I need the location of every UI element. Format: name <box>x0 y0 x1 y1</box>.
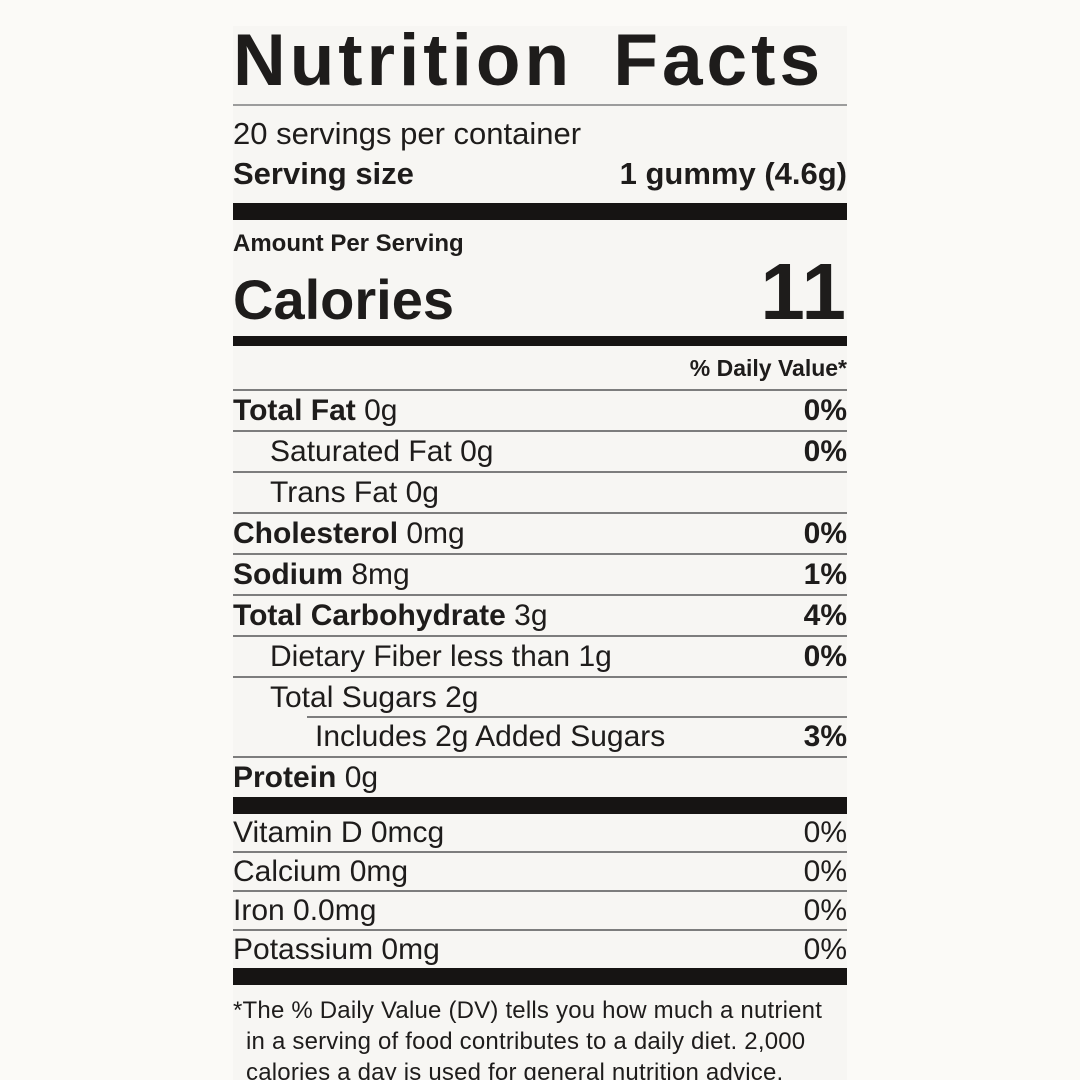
micronutrient-dv: 0% <box>803 855 847 889</box>
nutrient-rest-text: 0g <box>336 761 379 795</box>
serving-size-label: Serving size <box>233 156 414 192</box>
title-divider <box>233 104 847 107</box>
micronutrient-name: Vitamin D 0mcg <box>233 816 445 850</box>
nutrient-row-total-fat: Total Fat 0g 0% <box>233 391 847 430</box>
nutrient-row-trans-fat: Trans Fat 0g <box>233 471 847 512</box>
micronutrient-row-iron: Iron 0.0mg 0% <box>233 890 847 929</box>
nutrition-facts-label: Nutrition Facts 20 servings per containe… <box>233 20 847 1080</box>
micronutrient-dv: 0% <box>803 933 847 967</box>
medium-divider-calories <box>233 336 847 347</box>
nutrient-name: Total Fat 0g <box>233 394 398 427</box>
nutrient-name: Saturated Fat 0g <box>233 435 493 468</box>
calories-label: Calories <box>233 268 454 332</box>
nutrient-rest-text: 3g <box>505 599 548 633</box>
nutrient-rest-text: Total Sugars 2g <box>270 681 479 715</box>
nutrient-dv: 4% <box>803 599 847 633</box>
nutrient-rows: Total Fat 0g 0% Saturated Fat 0g 0% Tran… <box>233 391 847 797</box>
daily-value-footnote: *The % Daily Value (DV) tells you how mu… <box>233 997 823 1080</box>
micronutrient-rows: Vitamin D 0mcg 0% Calcium 0mg 0% Iron 0.… <box>233 814 847 968</box>
nutrient-row-added-sugars: Includes 2g Added Sugars 3% <box>233 716 847 756</box>
nutrient-name: Dietary Fiber less than 1g <box>233 640 612 673</box>
nutrient-rest-text: Trans Fat 0g <box>270 476 439 510</box>
daily-value-header: % Daily Value* <box>233 346 847 392</box>
nutrient-dv: 0% <box>803 435 847 469</box>
serving-size-value: 1 gummy (4.6g) <box>619 156 847 192</box>
thick-divider-top <box>233 203 847 221</box>
nutrient-row-total-sugars: Total Sugars 2g <box>233 676 847 717</box>
servings-per-container: 20 servings per container <box>233 116 582 152</box>
calories-value: 11 <box>760 247 847 337</box>
nutrient-row-protein: Protein 0g <box>233 756 847 797</box>
thick-divider-bottom <box>233 968 847 986</box>
nutrient-rest-text: 0mg <box>398 517 465 551</box>
nutrient-dv: 0% <box>803 517 847 551</box>
nutrient-dv: 0% <box>803 640 847 674</box>
micronutrient-name: Potassium 0mg <box>233 933 440 967</box>
thick-divider-protein <box>233 797 847 815</box>
nutrient-rest-text: Includes 2g Added Sugars <box>315 720 666 754</box>
nutrient-rest-text: 8mg <box>343 558 410 592</box>
nutrient-row-saturated-fat: Saturated Fat 0g 0% <box>233 430 847 471</box>
serving-size-row: Serving size 1 gummy (4.6g) <box>233 154 847 203</box>
nutrient-bold-text: Sodium <box>233 558 343 592</box>
nutrient-name: Total Sugars 2g <box>233 681 478 714</box>
micronutrient-name: Iron 0.0mg <box>233 894 377 928</box>
nutrient-row-sodium: Sodium 8mg 1% <box>233 553 847 594</box>
micronutrient-dv: 0% <box>803 816 847 850</box>
nutrient-name: Trans Fat 0g <box>233 476 439 509</box>
label-title: Nutrition Facts <box>233 20 825 101</box>
nutrient-name: Sodium 8mg <box>233 558 410 591</box>
micronutrient-dv: 0% <box>803 894 847 928</box>
micronutrient-row-vitamin-d: Vitamin D 0mcg 0% <box>233 814 847 851</box>
nutrient-bold-text: Cholesterol <box>233 517 399 551</box>
calories-row: Calories 11 <box>233 247 847 337</box>
nutrient-name: Cholesterol 0mg <box>233 517 465 550</box>
nutrient-row-total-carbohydrate: Total Carbohydrate 3g 4% <box>233 594 847 635</box>
micronutrient-row-calcium: Calcium 0mg 0% <box>233 851 847 890</box>
nutrient-name: Includes 2g Added Sugars <box>233 720 665 753</box>
nutrient-row-dietary-fiber: Dietary Fiber less than 1g 0% <box>233 635 847 676</box>
nutrient-dv: 0% <box>803 394 847 428</box>
micronutrient-name: Calcium 0mg <box>233 855 409 889</box>
nutrient-dv: 3% <box>803 720 847 754</box>
nutrient-name: Total Carbohydrate 3g <box>233 599 548 632</box>
nutrient-rest-text: Dietary Fiber less than 1g <box>270 640 612 674</box>
nutrient-bold-text: Protein <box>233 761 337 795</box>
nutrient-rest-text: Saturated Fat 0g <box>270 435 494 469</box>
amount-per-serving-label: Amount Per Serving <box>233 230 464 258</box>
nutrient-name: Protein 0g <box>233 761 378 794</box>
nutrient-bold-text: Total Fat <box>233 394 356 428</box>
nutrient-bold-text: Total Carbohydrate <box>233 599 506 633</box>
nutrient-rest-text: 0g <box>355 394 398 428</box>
nutrient-row-cholesterol: Cholesterol 0mg 0% <box>233 512 847 553</box>
micronutrient-row-potassium: Potassium 0mg 0% <box>233 929 847 968</box>
nutrient-dv: 1% <box>803 558 847 592</box>
